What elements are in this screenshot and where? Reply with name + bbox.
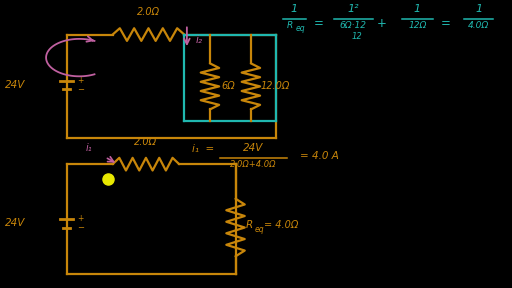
- Text: 24V: 24V: [243, 143, 264, 153]
- Text: = 4.0Ω: = 4.0Ω: [264, 220, 298, 230]
- Text: 12: 12: [352, 32, 362, 41]
- Text: =: =: [440, 16, 451, 30]
- Text: i₁: i₁: [86, 143, 92, 153]
- Text: +: +: [376, 16, 387, 30]
- Text: 24V: 24V: [5, 218, 26, 228]
- Text: 12.0Ω: 12.0Ω: [260, 82, 289, 91]
- Text: 4.0Ω: 4.0Ω: [468, 21, 489, 30]
- Text: 2.0Ω+4.0Ω: 2.0Ω+4.0Ω: [230, 160, 276, 169]
- Text: R: R: [287, 21, 293, 30]
- Text: R: R: [246, 220, 253, 230]
- Text: 12Ω: 12Ω: [408, 21, 426, 30]
- Text: −: −: [77, 223, 84, 233]
- Text: +: +: [77, 75, 83, 85]
- Text: −: −: [77, 85, 84, 94]
- Text: eq: eq: [255, 225, 265, 234]
- Text: 1: 1: [475, 4, 482, 14]
- Text: 1: 1: [291, 4, 298, 14]
- Text: 2.0Ω: 2.0Ω: [134, 137, 158, 147]
- Text: 1²: 1²: [348, 4, 359, 14]
- Text: i₂: i₂: [196, 35, 203, 45]
- Text: 2.0Ω: 2.0Ω: [137, 7, 160, 17]
- Text: +: +: [77, 214, 83, 223]
- Text: eq: eq: [296, 24, 306, 33]
- Text: i₁  =: i₁ =: [192, 144, 214, 154]
- Text: =: =: [314, 16, 324, 30]
- Text: = 4.0 A: = 4.0 A: [300, 151, 338, 160]
- Text: 6Ω·12: 6Ω·12: [340, 21, 367, 30]
- Text: 6Ω: 6Ω: [221, 82, 235, 91]
- Text: 1: 1: [414, 4, 421, 14]
- Text: 24V: 24V: [5, 80, 26, 90]
